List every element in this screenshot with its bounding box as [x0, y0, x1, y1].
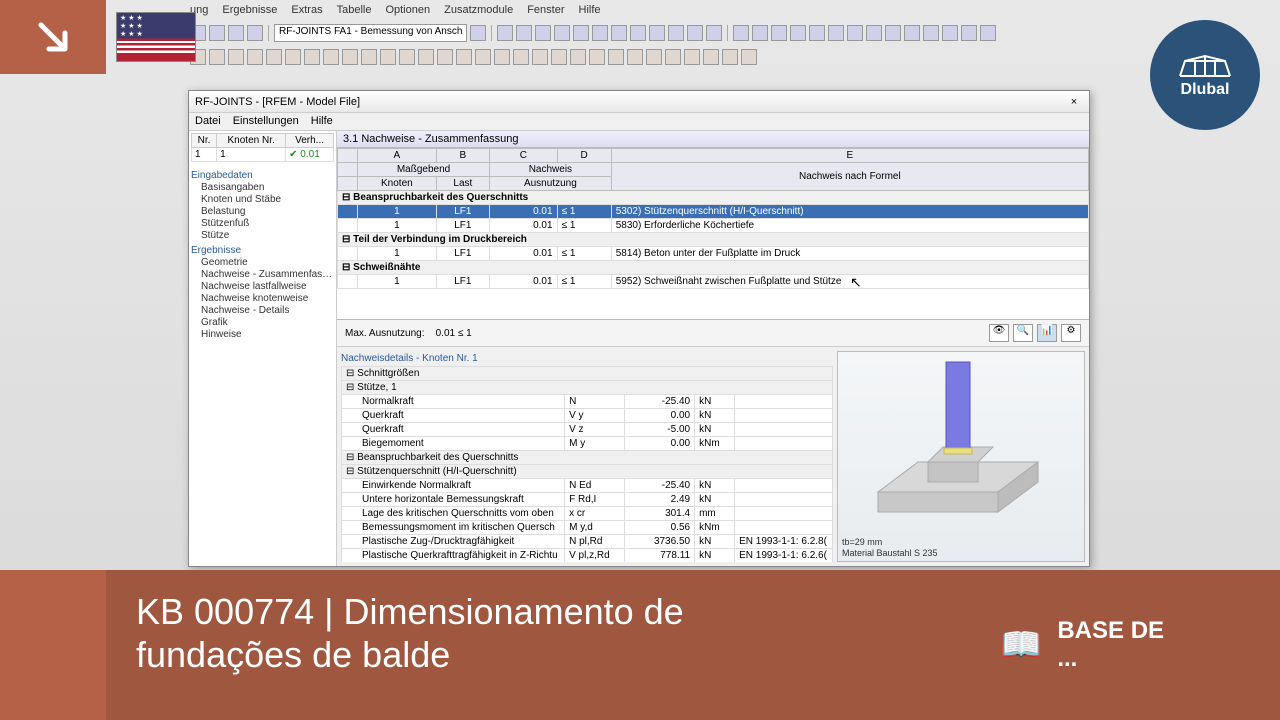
detail-row[interactable]: Bemessungsmoment im kritischen QuerschM …: [342, 521, 833, 535]
detail-row[interactable]: QuerkraftV z-5.00kN: [342, 423, 833, 437]
view-button[interactable]: 👁: [989, 324, 1009, 342]
nav-tree: Nr.Knoten Nr.Verh... 11✔ 0.01 Eingabedat…: [189, 131, 337, 566]
dialog-title: RF-JOINTS - [RFEM - Model File]: [195, 96, 360, 108]
th: Verh...: [286, 134, 334, 148]
detail-row[interactable]: Plastische Zug-/DrucktragfähigkeitN pl,R…: [342, 535, 833, 549]
kb-title: KB 000774 | Dimensionamento de fundações…: [106, 570, 980, 720]
th: Nr.: [192, 134, 217, 148]
detail-row[interactable]: Einwirkende NormalkraftN Ed-25.40kN: [342, 479, 833, 493]
viewport-3d[interactable]: tb=29 mm Material Baustahl S 235: [837, 351, 1085, 562]
tree-group[interactable]: Ergebnisse: [191, 245, 334, 256]
tree-item[interactable]: Basisangaben: [191, 181, 334, 193]
dialog-menu: Datei Einstellungen Hilfe: [189, 113, 1089, 131]
tree-item[interactable]: Nachweise lastfallweise: [191, 280, 334, 292]
th: Knoten Nr.: [217, 134, 286, 148]
tree-item[interactable]: Grafik: [191, 316, 334, 328]
detail-row[interactable]: QuerkraftV y0.00kN: [342, 409, 833, 423]
settings-button[interactable]: ⚙: [1061, 324, 1081, 342]
main-pane: 3.1 Nachweise - Zusammenfassung ABCDE Ma…: [337, 131, 1089, 566]
results-grid[interactable]: ABCDE Maßgebend Nachweis Nachweis nach F…: [337, 148, 1089, 289]
grid-row[interactable]: ⊟ Teil der Verbindung im Druckbereich: [338, 233, 1089, 247]
pane-title: 3.1 Nachweise - Zusammenfassung: [337, 131, 1089, 148]
tree-row[interactable]: 11✔ 0.01: [192, 148, 334, 162]
filter-button[interactable]: 🔍: [1013, 324, 1033, 342]
top-overlay: [0, 0, 1280, 74]
dialog-titlebar[interactable]: RF-JOINTS - [RFEM - Model File] ×: [189, 91, 1089, 113]
grid-row[interactable]: 1LF10.01≤ 15302) Stützenquerschnitt (H/I…: [338, 205, 1089, 219]
flag-us: [116, 12, 196, 62]
detail-row[interactable]: Untere horizontale BemessungskraftF Rd,I…: [342, 493, 833, 507]
detail-row[interactable]: Plastische Querkrafttragfähigkeit in Z-R…: [342, 549, 833, 563]
detail-row[interactable]: NormalkraftN-25.40kN: [342, 395, 833, 409]
detail-row[interactable]: Lage des kritischen Querschnitts vom obe…: [342, 507, 833, 521]
dialog-menu-item[interactable]: Hilfe: [311, 115, 333, 128]
tree-item[interactable]: Stütze: [191, 229, 334, 241]
dialog-menu-item[interactable]: Datei: [195, 115, 221, 128]
bottom-overlay: KB 000774 | Dimensionamento de fundações…: [0, 570, 1280, 720]
tree-item[interactable]: Knoten und Stäbe: [191, 193, 334, 205]
detail-row[interactable]: BiegemomentM y0.00kNm: [342, 437, 833, 451]
tree-item[interactable]: Nachweise knotenweise: [191, 292, 334, 304]
book-icon: 📖: [1000, 625, 1042, 665]
tree-item[interactable]: Stützenfuß: [191, 217, 334, 229]
chart-button[interactable]: 📊: [1037, 324, 1057, 342]
rf-joints-dialog: RF-JOINTS - [RFEM - Model File] × Datei …: [188, 90, 1090, 567]
details-table[interactable]: ⊟ Schnittgrößen⊟ Stütze, 1NormalkraftN-2…: [341, 366, 833, 562]
detail-row[interactable]: ⊟ Schnittgrößen: [342, 367, 833, 381]
close-icon[interactable]: ×: [1065, 96, 1083, 108]
tree-item[interactable]: Geometrie: [191, 256, 334, 268]
grid-row[interactable]: 1LF10.01≤ 15952) Schweißnaht zwischen Fu…: [338, 275, 1089, 289]
grid-row[interactable]: 1LF10.01≤ 15814) Beton unter der Fußplat…: [338, 247, 1089, 261]
corner-badge: [0, 0, 106, 74]
grid-row[interactable]: ⊟ Beanspruchbarkeit des Querschnitts: [338, 191, 1089, 205]
dialog-menu-item[interactable]: Einstellungen: [233, 115, 299, 128]
tree-item[interactable]: Nachweise - Zusammenfassung: [191, 268, 334, 280]
tree-group[interactable]: Eingabedaten: [191, 170, 334, 181]
summary-row: Max. Ausnutzung: 0.01 ≤ 1 👁 🔍 📊 ⚙: [337, 320, 1089, 347]
tree-item[interactable]: Hinweise: [191, 328, 334, 340]
dlubal-logo: Dlubal: [1150, 20, 1260, 130]
detail-row[interactable]: ⊟ Beanspruchbarkeit des Querschnitts: [342, 451, 833, 465]
grid-row[interactable]: ⊟ Schweißnähte: [338, 261, 1089, 275]
detail-row[interactable]: ⊟ Stützenquerschnitt (H/I-Querschnitt): [342, 465, 833, 479]
grid-row[interactable]: 1LF10.01≤ 15830) Erforderliche Köchertie…: [338, 219, 1089, 233]
tree-item[interactable]: Belastung: [191, 205, 334, 217]
tree-item[interactable]: Nachweise - Details: [191, 304, 334, 316]
category-label: BASE DE: [1057, 617, 1164, 645]
viewport-caption: tb=29 mm Material Baustahl S 235: [842, 537, 938, 559]
detail-row[interactable]: ⊟ Stütze, 1: [342, 381, 833, 395]
details-title: Nachweisdetails - Knoten Nr. 1: [341, 351, 833, 366]
cursor-icon: ↖: [850, 274, 862, 291]
